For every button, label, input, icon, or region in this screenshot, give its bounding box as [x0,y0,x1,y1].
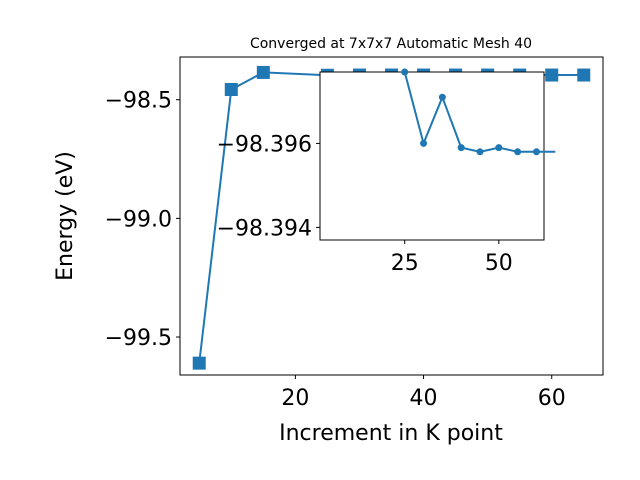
chart-title: Converged at 7x7x7 Automatic Mesh 40 [250,36,532,52]
main-y-tick-label: −99.0 [105,207,172,232]
inset-series [401,68,556,156]
main-data-point [192,356,206,370]
inset-x-tick-label: 25 [391,251,419,276]
inset-ticks: 25 50 −98.396 −98.394 [217,132,513,276]
x-axis-label: Increment in K point [279,421,503,446]
inset-y-tick-label: −98.396 [217,132,312,157]
main-y-tick-label: −99.5 [105,326,172,351]
main-data-point [256,65,270,79]
main-data-point [577,68,591,82]
main-y-tick-label: −98.5 [105,89,172,114]
inset-plot-frame [319,71,545,241]
inset-data-point [401,68,409,76]
inset-y-tick-label: −98.394 [217,216,312,241]
main-x-tick-label: 40 [410,386,438,411]
inset-data-point [420,139,428,147]
y-axis-label: Energy (eV) [53,151,78,281]
inset-data-point [514,148,522,156]
inset-data-point [495,144,503,152]
inset-data-point [457,144,465,152]
inset-data-point [532,148,540,156]
main-data-point [224,83,238,97]
main-x-tick-label: 20 [281,386,309,411]
main-x-tick-label: 60 [538,386,566,411]
main-data-point [545,68,559,82]
inset-x-tick-label: 50 [485,251,513,276]
inset-data-point [476,148,484,156]
main-ticks: 20 40 60 −99.5 −99.0 −98.5 [105,89,566,411]
inset-data-point [438,93,446,101]
